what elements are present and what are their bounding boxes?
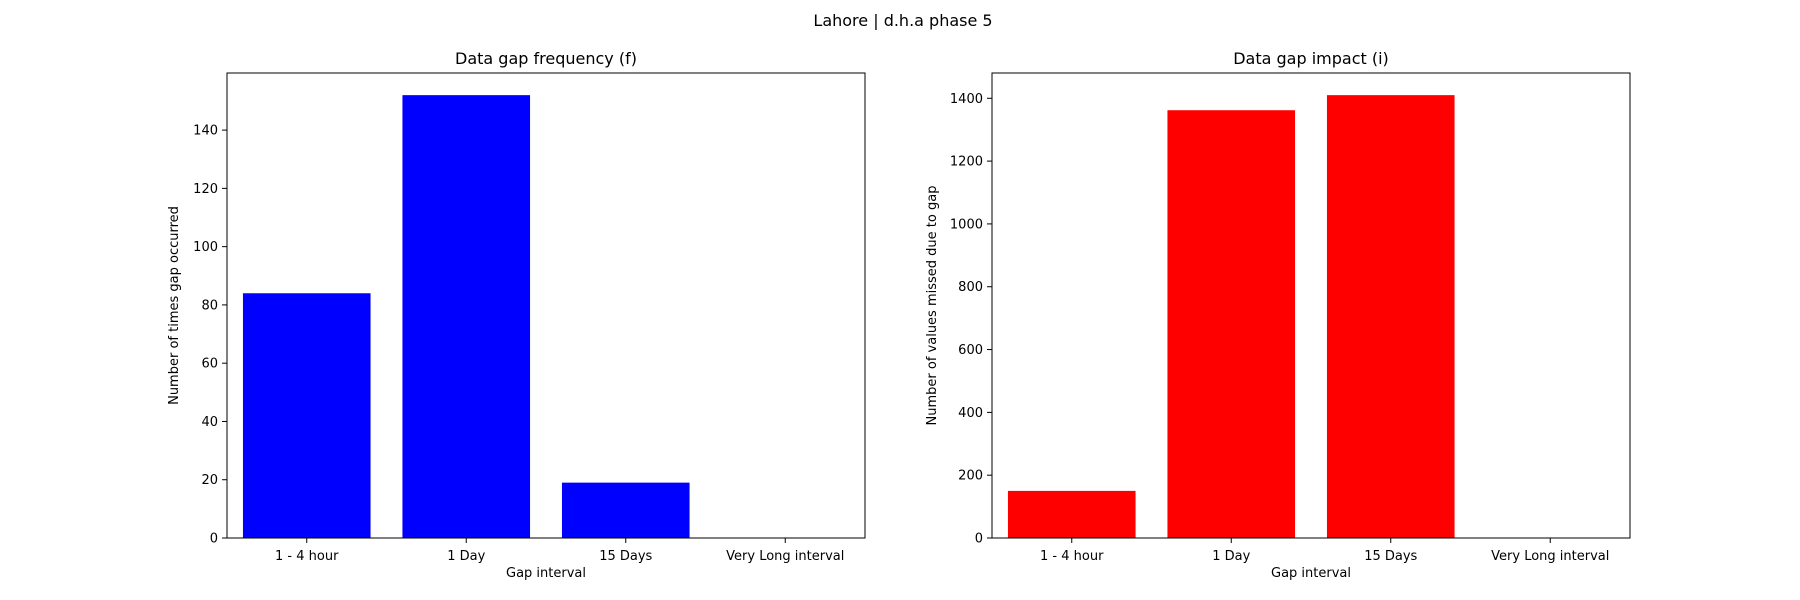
chart-panel-1: 1 - 4 hour 1 Day 15 Days Very Long interval… — [167, 49, 866, 581]
figure-suptitle: Lahore | d.h.a phase 5 — [813, 11, 992, 30]
chart-panels: 1 - 4 hour 1 Day 15 Days Very Long interval… — [167, 49, 1631, 581]
plot-frame — [991, 72, 1631, 539]
y-tick-label: 120 — [193, 182, 218, 197]
y-tick-label: 60 — [201, 357, 218, 372]
y-tick-label: 100 — [193, 240, 218, 255]
bar-2 — [1167, 110, 1296, 538]
y-tick-label: 140 — [193, 124, 218, 139]
x-tick-label: 1 - 4 hour — [275, 549, 339, 564]
bar-3 — [1326, 95, 1455, 538]
y-tick-label: 80 — [201, 298, 218, 313]
y-tick-label: 40 — [201, 415, 218, 430]
y-tick-label: 400 — [958, 406, 983, 421]
x-tick-label: 1 Day — [447, 549, 485, 564]
y-axis-label: Number of times gap occurred — [167, 206, 182, 405]
y-tick-label: 0 — [210, 532, 218, 547]
y-tick-label: 1200 — [950, 155, 983, 170]
x-tick-label: 15 Days — [599, 549, 652, 564]
y-tick-label: 200 — [958, 469, 983, 484]
x-axis-label: Gap interval — [1271, 566, 1351, 581]
x-tick-label: Very Long interval — [726, 549, 844, 564]
bar-1 — [242, 293, 371, 538]
bar-1 — [1007, 490, 1136, 538]
x-tick-label: 15 Days — [1364, 549, 1417, 564]
y-tick-label: 20 — [201, 473, 218, 488]
chart-title: Data gap frequency (f) — [455, 49, 637, 68]
chart-panel-2: 1 - 4 hour 1 Day 15 Days Very Long interval… — [925, 49, 1631, 581]
y-tick-label: 1000 — [950, 217, 983, 232]
chart-title: Data gap impact (i) — [1233, 49, 1389, 68]
y-tick-label: 0 — [975, 532, 983, 547]
x-axis-label: Gap interval — [506, 566, 586, 581]
x-tick-label: Very Long interval — [1491, 549, 1609, 564]
bar-3 — [561, 482, 690, 538]
bar-2 — [402, 95, 531, 538]
y-tick-label: 800 — [958, 280, 983, 295]
plot-frame — [226, 72, 866, 539]
x-tick-label: 1 - 4 hour — [1040, 549, 1104, 564]
y-tick-label: 1400 — [950, 92, 983, 107]
x-tick-label: 1 Day — [1212, 549, 1250, 564]
y-tick-label: 600 — [958, 343, 983, 358]
y-axis-label: Number of values missed due to gap — [925, 186, 940, 426]
